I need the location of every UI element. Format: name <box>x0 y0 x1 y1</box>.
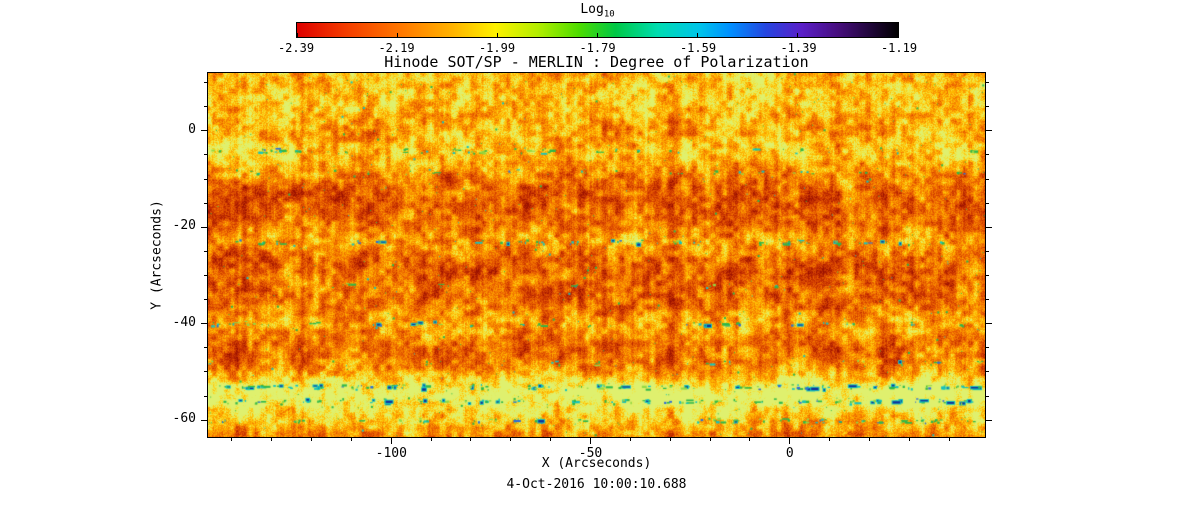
y-minor-tick-right <box>985 371 989 373</box>
colorbar-tick-label: -2.19 <box>378 41 415 55</box>
y-minor-tick <box>204 274 208 276</box>
y-minor-tick-right <box>985 178 989 180</box>
y-major-tick <box>201 323 208 325</box>
y-major-tick <box>201 226 208 228</box>
y-minor-tick <box>204 178 208 180</box>
y-minor-tick <box>204 106 208 108</box>
colorbar-tick-label: -1.39 <box>780 41 817 55</box>
x-tick-label: -100 <box>375 446 407 461</box>
y-minor-tick <box>204 202 208 204</box>
y-minor-tick <box>204 371 208 373</box>
colorbar-tick <box>296 33 298 37</box>
colorbar-title-subscript: 10 <box>603 10 615 20</box>
y-minor-tick <box>204 154 208 156</box>
colorbar-tick <box>797 33 799 37</box>
y-minor-tick-right <box>985 347 989 349</box>
x-major-tick <box>590 437 592 444</box>
x-tick-label: -50 <box>578 446 603 461</box>
y-major-tick-right <box>985 323 992 325</box>
y-tick-label: -20 <box>172 218 196 234</box>
y-minor-tick <box>204 250 208 252</box>
colorbar-tick-label: -2.39 <box>277 41 315 55</box>
x-minor-tick <box>350 437 352 441</box>
x-minor-tick <box>709 437 711 441</box>
y-major-tick <box>201 130 208 132</box>
colorbar-ticks: -2.39 -2.19 -1.99 -1.79 -1.59 -1.39 -1.19 <box>278 38 917 56</box>
x-axis-label: X (Arcseconds) <box>541 456 652 471</box>
x-minor-tick <box>231 437 233 441</box>
x-major-tick <box>789 437 791 444</box>
y-minor-tick-right <box>985 274 989 276</box>
y-axis-label: Y (Arcseconds) <box>149 200 165 310</box>
plot-title: Hinode SOT/SP - MERLIN : Degree of Polar… <box>384 53 809 71</box>
x-minor-tick <box>430 437 432 441</box>
colorbar-tick <box>396 33 398 37</box>
colorbar-tick <box>496 33 498 37</box>
y-major-tick-right <box>985 419 992 421</box>
colorbar-title-text: Log <box>580 2 604 18</box>
colorbar-gradient <box>296 22 899 38</box>
x-minor-tick <box>948 437 950 441</box>
observation-timestamp: 4-Oct-2016 10:00:10.688 <box>506 477 687 492</box>
x-minor-tick <box>669 437 671 441</box>
x-minor-tick <box>470 437 472 441</box>
x-minor-tick <box>868 437 870 441</box>
y-minor-tick-right <box>985 395 989 397</box>
x-minor-tick <box>510 437 512 441</box>
x-tick-label: 0 <box>785 446 794 461</box>
y-major-tick-right <box>985 130 992 132</box>
heatmap-canvas <box>208 73 985 437</box>
x-major-tick <box>390 437 392 444</box>
y-minor-tick-right <box>985 82 989 84</box>
y-tick-label: -60 <box>172 411 196 427</box>
colorbar-tick-label: -1.99 <box>478 41 516 55</box>
colorbar-tick <box>597 33 598 37</box>
x-minor-tick <box>550 437 552 441</box>
colorbar-tick <box>697 33 699 37</box>
y-minor-tick <box>204 347 208 349</box>
x-minor-tick <box>311 437 313 441</box>
y-minor-tick <box>204 395 208 397</box>
x-minor-tick <box>829 437 831 441</box>
colorbar-title: Log10 <box>296 2 899 20</box>
y-minor-tick-right <box>985 202 989 204</box>
colorbar: Log10 -2.39 -2.19 -1.99 -1.79 -1.59 -1.39 -1.1… <box>278 2 917 55</box>
plot-area: -100 -50 0 0 -20 -40 -60 <box>173 72 992 461</box>
y-minor-tick-right <box>985 154 989 156</box>
y-minor-tick-right <box>985 250 989 252</box>
x-minor-tick <box>271 437 273 441</box>
y-tick-label: -40 <box>172 314 196 330</box>
y-minor-tick-right <box>985 299 989 301</box>
y-tick-label: 0 <box>188 121 196 137</box>
colorbar-tick-label: -1.19 <box>880 41 918 55</box>
x-minor-tick <box>629 437 631 441</box>
x-minor-tick <box>749 437 751 441</box>
y-major-tick-right <box>985 226 992 228</box>
x-minor-tick <box>908 437 910 441</box>
y-minor-tick-right <box>985 106 989 108</box>
colorbar-tick-label: -1.59 <box>679 41 717 55</box>
y-minor-tick <box>204 299 208 301</box>
colorbar-tick <box>897 33 899 37</box>
y-major-tick <box>201 419 208 421</box>
y-minor-tick <box>204 82 208 84</box>
colorbar-tick-label: -1.79 <box>579 41 616 55</box>
